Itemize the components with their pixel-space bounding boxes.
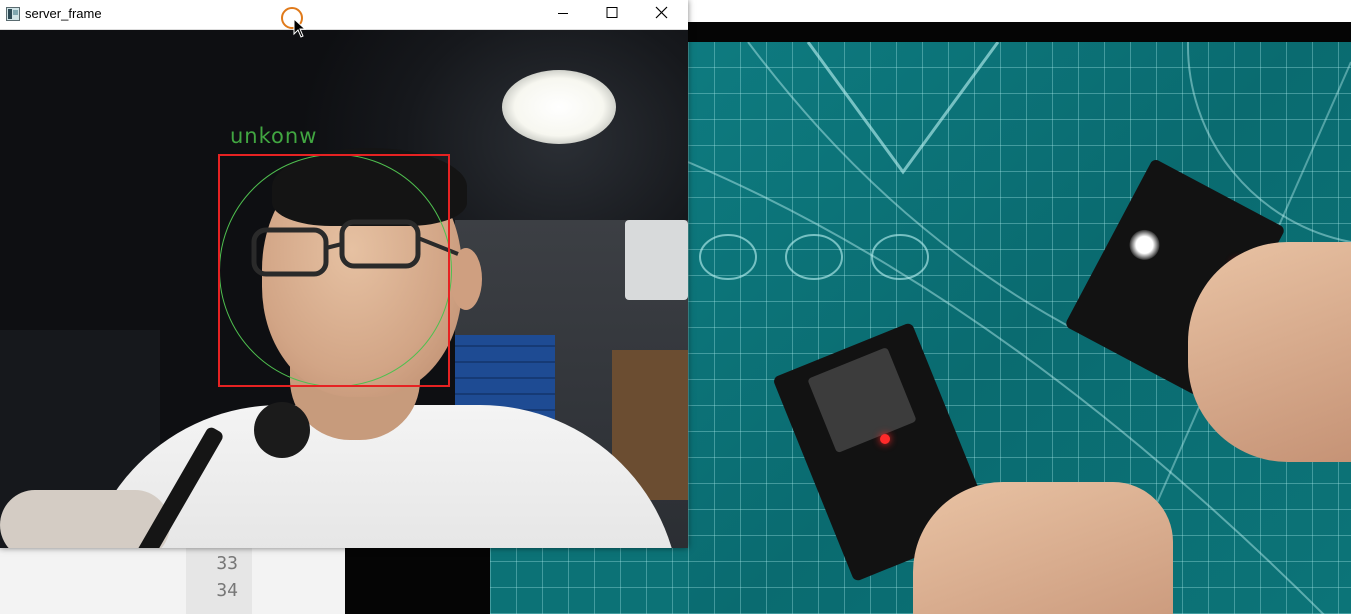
ceiling-lamp: [502, 70, 616, 144]
video-window-topbar: [688, 0, 1351, 22]
hand: [1188, 242, 1351, 462]
mouse-pointer-icon: [293, 18, 307, 38]
face-detection-box: [218, 154, 450, 387]
line-number: 34: [216, 580, 238, 601]
minimize-icon: [558, 13, 568, 14]
esp32-module: [807, 346, 917, 454]
busy-cursor-icon: [281, 7, 303, 29]
line-number-gutter: [186, 548, 252, 614]
close-icon: [655, 6, 668, 19]
window-title: server_frame: [25, 6, 102, 21]
person-ear: [450, 248, 482, 310]
cutting-mat-lower: [490, 548, 688, 614]
power-led: [880, 434, 890, 444]
person-arm: [0, 490, 170, 548]
hand: [913, 482, 1173, 614]
dark-panel: [345, 548, 490, 614]
close-button[interactable]: [638, 0, 684, 29]
background-video: [688, 0, 1351, 614]
face-detection-label: unkonw: [230, 124, 318, 148]
air-conditioner: [625, 220, 688, 300]
code-editor: 33 34: [0, 548, 345, 614]
title-bar[interactable]: server_frame: [0, 0, 688, 30]
video-letterbox: [688, 22, 1351, 42]
flash-led: [1124, 224, 1165, 266]
server-frame-window[interactable]: server_frame: [0, 0, 688, 548]
minimize-button[interactable]: [540, 0, 586, 29]
maximize-button[interactable]: [588, 0, 634, 29]
app-icon: [6, 7, 20, 21]
microphone: [254, 402, 310, 458]
maximize-icon: [606, 7, 618, 18]
camera-feed: unkonw: [0, 30, 688, 548]
cutting-mat: [688, 42, 1351, 614]
line-number: 33: [216, 553, 238, 574]
